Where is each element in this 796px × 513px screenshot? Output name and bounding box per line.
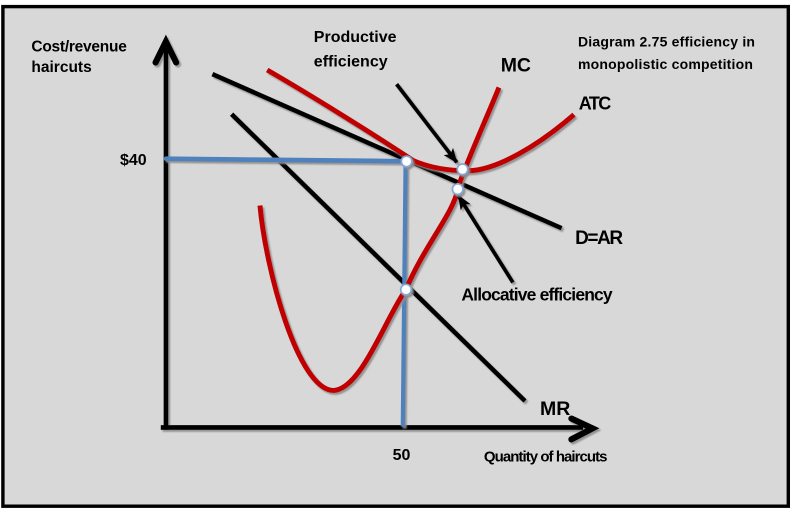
svg-text:Productive: Productive [314, 29, 397, 46]
svg-text:$40: $40 [120, 152, 147, 169]
svg-text:MC: MC [501, 54, 531, 76]
svg-text:Diagram 2.75 efficiency in: Diagram 2.75 efficiency in [578, 33, 755, 49]
svg-text:Allocative efficiency: Allocative efficiency [461, 284, 613, 304]
svg-text:monopolistic competition: monopolistic competition [578, 56, 753, 72]
svg-text:ATC: ATC [579, 94, 611, 114]
svg-text:D=AR: D=AR [575, 228, 623, 249]
svg-text:50: 50 [393, 447, 411, 464]
svg-text:haircuts: haircuts [31, 59, 91, 76]
svg-text:Quantity of haircuts: Quantity of haircuts [484, 449, 607, 466]
svg-text:MR: MR [540, 398, 570, 420]
svg-text:efficiency: efficiency [314, 54, 388, 71]
svg-text:Cost/revenue: Cost/revenue [31, 39, 127, 56]
